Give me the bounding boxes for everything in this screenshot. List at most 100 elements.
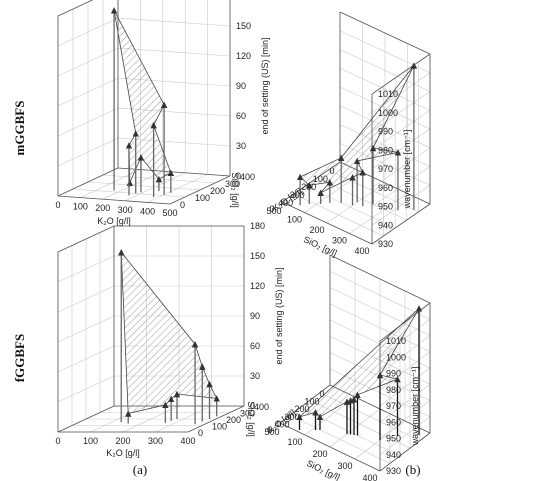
y-tick-label: 200 (312, 449, 327, 459)
charts-layer: 0 100 200 300 400 500010020030040003060901201… (55, 0, 431, 481)
z-axis-label: wavenumber [cm⁻¹] (410, 367, 420, 447)
y-tick-label: 0 (267, 425, 272, 435)
grid-line (371, 110, 431, 151)
z-tick-label: 970 (378, 164, 393, 174)
panel-label-b: (b) (405, 462, 420, 477)
chart-fGGBFS_b: 0100200300400500010020030040093094095096… (264, 254, 431, 481)
y-tick-label: 200 (226, 415, 241, 425)
box-edge (57, 405, 115, 433)
z-tick-label: 990 (386, 369, 401, 379)
y-tick-label: 300 (225, 179, 240, 189)
box-edge (339, 11, 431, 55)
z-axis-label: end of setting (US) [min] (274, 267, 284, 364)
row-label-fggbfs: fGGBFS (12, 334, 27, 382)
grid-line (326, 182, 386, 224)
z-tick-label: 1000 (386, 352, 406, 362)
panel-label-a: (a) (133, 462, 147, 477)
grid-line (117, 47, 231, 57)
y-tick-label: 300 (337, 461, 352, 471)
z-tick-label: 940 (386, 450, 401, 460)
x-tick-label: 0 (55, 200, 60, 210)
z-tick-label: 960 (378, 183, 393, 193)
z-tick-label: 150 (236, 21, 251, 31)
grid-line (329, 408, 381, 448)
y-tick-label: 400 (240, 172, 255, 182)
y-tick-label: 200 (309, 225, 324, 235)
grid-line (371, 185, 431, 226)
x-tick-label: 0 (329, 166, 334, 176)
z-tick-label: 60 (250, 341, 260, 351)
x-tick-label: 100 (304, 397, 319, 407)
x-tick-label: 400 (274, 419, 289, 429)
z-tick-label: 980 (386, 385, 401, 395)
z-tick-label: 1000 (378, 108, 398, 118)
x-tick-label: 100 (83, 436, 98, 446)
x-axis-label: K₂O [g/l] (106, 448, 140, 458)
z-tick-label: 30 (236, 141, 246, 151)
x-tick-label: 400 (278, 198, 293, 208)
y-tick-label: 100 (195, 193, 210, 203)
y-tick-label: 400 (354, 246, 369, 256)
z-tick-label: 990 (378, 127, 393, 137)
x-tick-label: 100 (313, 174, 328, 184)
z-tick-label: 60 (236, 111, 246, 121)
box-edge (57, 195, 171, 205)
grid-line (379, 416, 431, 455)
box-edge (371, 53, 431, 95)
x-axis-label: K₂O [g/l] (97, 216, 131, 226)
y-tick-label: 300 (332, 236, 347, 246)
surface (120, 251, 218, 415)
y-tick-label: 200 (210, 186, 225, 196)
z-tick-label: 90 (250, 311, 260, 321)
z-tick-label: 960 (386, 417, 401, 427)
x-tick-label: 300 (290, 190, 305, 200)
box-edge (281, 201, 373, 245)
x-tick-label: 200 (115, 436, 130, 446)
box-edge (57, 167, 119, 197)
z-tick-label: 90 (236, 81, 246, 91)
z-tick-label: 1010 (378, 89, 398, 99)
y-tick-label: 100 (212, 422, 227, 432)
box-edge (379, 432, 431, 472)
x-tick-label: 200 (294, 404, 309, 414)
box-edge (187, 405, 245, 433)
z-tick-label: 930 (378, 239, 393, 249)
x-tick-label: 300 (148, 436, 163, 446)
z-tick-label: 950 (386, 434, 401, 444)
row-label-mggbfs: mGGBFS (12, 101, 27, 156)
y-axis-label: SiO₂ [g/l] (230, 172, 240, 208)
z-tick-label: 1010 (386, 336, 406, 346)
chart-mGGBFS_b: 0100200300400500010020030040093094095096… (266, 11, 431, 258)
z-tick-label: 150 (250, 251, 265, 261)
x-tick-label: 400 (180, 436, 195, 446)
y-tick-label: 0 (198, 428, 203, 438)
box-edge (279, 422, 381, 472)
y-tick-label: 400 (254, 402, 269, 412)
x-tick-label: 500 (266, 206, 281, 216)
box-edge (329, 254, 431, 304)
z-tick-label: 980 (378, 145, 393, 155)
box-edge (371, 203, 431, 245)
y-tick-label: 0 (269, 204, 274, 214)
z-tick-label: 120 (236, 51, 251, 61)
grid-line (87, 181, 201, 191)
chart-fGGBFS_a: 0 100 200 300 400010020030040003060901201501… (55, 221, 284, 458)
z-tick-label: 0 (236, 171, 241, 181)
chart-mGGBFS_a: 0 100 200 300 400 500010020030040003060901201… (55, 0, 270, 226)
box-edge (57, 0, 94, 17)
z-tick-label: 180 (236, 0, 251, 1)
box-edge (169, 175, 231, 205)
z-tick-label: 930 (386, 466, 401, 476)
x-tick-label: 200 (301, 182, 316, 192)
z-axis-label: end of setting (US) [min] (260, 37, 270, 134)
grid-line (371, 166, 431, 207)
y-tick-label: 100 (287, 437, 302, 447)
grid-line (117, 17, 231, 27)
z-tick-label: 30 (250, 371, 260, 381)
z-tick-label: 120 (250, 281, 265, 291)
z-tick-label: 940 (378, 220, 393, 230)
x-tick-label: 400 (140, 206, 155, 216)
y-tick-label: 400 (362, 473, 377, 481)
box-edge (57, 225, 115, 253)
